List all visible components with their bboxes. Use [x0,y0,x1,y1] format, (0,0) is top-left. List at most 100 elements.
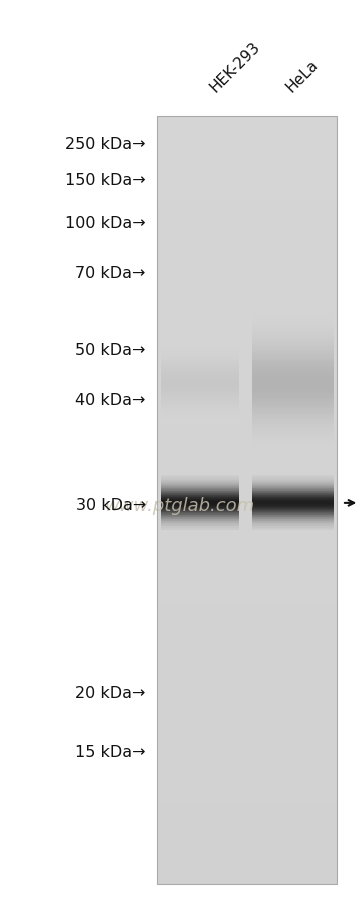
Bar [161,352,239,354]
Bar [252,498,334,499]
Bar [157,710,337,713]
Bar [161,512,239,513]
Bar [157,385,337,388]
Bar [252,351,334,354]
Bar [157,441,337,445]
Bar [157,738,337,741]
Bar [157,805,337,807]
Bar [157,868,337,871]
Bar [161,507,239,508]
Bar [161,393,239,396]
Bar [157,150,337,153]
Bar [161,475,239,476]
Text: 15 kDa→: 15 kDa→ [75,744,146,759]
Bar [157,686,337,690]
Bar [157,587,337,590]
Bar [157,569,337,572]
Bar [252,498,334,499]
Bar [252,431,334,434]
Bar [157,536,337,538]
Bar [157,582,337,584]
Bar [252,321,334,324]
Bar [157,176,337,179]
Bar [252,490,334,491]
Bar [161,486,239,488]
Bar [252,525,334,526]
Bar [157,483,337,485]
Bar [157,658,337,662]
Bar [161,477,239,478]
Bar [161,481,239,482]
Bar [252,328,334,331]
Bar [157,474,337,478]
Bar [157,766,337,769]
Bar [157,198,337,202]
Bar [252,529,334,530]
Bar [157,761,337,764]
Bar [252,372,334,374]
Text: 30 kDa→: 30 kDa→ [76,498,146,512]
Bar [161,497,239,498]
Bar [157,410,337,414]
Bar [161,522,239,523]
Text: 150 kDa→: 150 kDa→ [65,173,146,188]
Bar [157,692,337,695]
Bar [157,817,337,820]
Bar [252,482,334,483]
Bar [252,476,334,477]
Bar [252,523,334,524]
Bar [252,475,334,476]
Bar [157,318,337,322]
Bar [161,366,239,369]
Bar [252,527,334,528]
Bar [157,434,337,437]
Bar [157,541,337,544]
Bar [161,377,239,379]
Bar [252,516,334,517]
Bar [252,335,334,337]
Bar [252,358,334,361]
Bar [252,507,334,508]
Bar [157,792,337,795]
Bar [157,548,337,552]
Bar [161,391,239,394]
Bar [161,495,239,496]
Bar [157,656,337,659]
Bar [157,853,337,856]
Bar [161,524,239,525]
Bar [252,478,334,479]
Bar [157,465,337,467]
Bar [157,439,337,442]
Bar [157,360,337,363]
Bar [161,363,239,364]
Bar [161,486,239,487]
Bar [157,124,337,127]
Bar [157,763,337,767]
Bar [161,512,239,513]
Bar [252,487,334,488]
Bar [157,682,337,685]
Bar [157,395,337,399]
Bar [161,494,239,495]
Bar [157,477,337,480]
Bar [161,479,239,480]
Bar [252,445,334,447]
Bar [157,293,337,296]
Bar [157,194,337,197]
Bar [157,224,337,227]
Bar [157,778,337,782]
Bar [157,511,337,513]
Bar [157,334,337,337]
Bar [157,357,337,360]
Bar [161,514,239,515]
Bar [157,597,337,601]
Bar [157,630,337,633]
Bar [157,787,337,789]
Bar [161,515,239,516]
Bar [157,311,337,314]
Bar [252,406,334,409]
Bar [157,794,337,797]
Bar [157,615,337,618]
Bar [252,410,334,413]
Bar [157,870,337,874]
